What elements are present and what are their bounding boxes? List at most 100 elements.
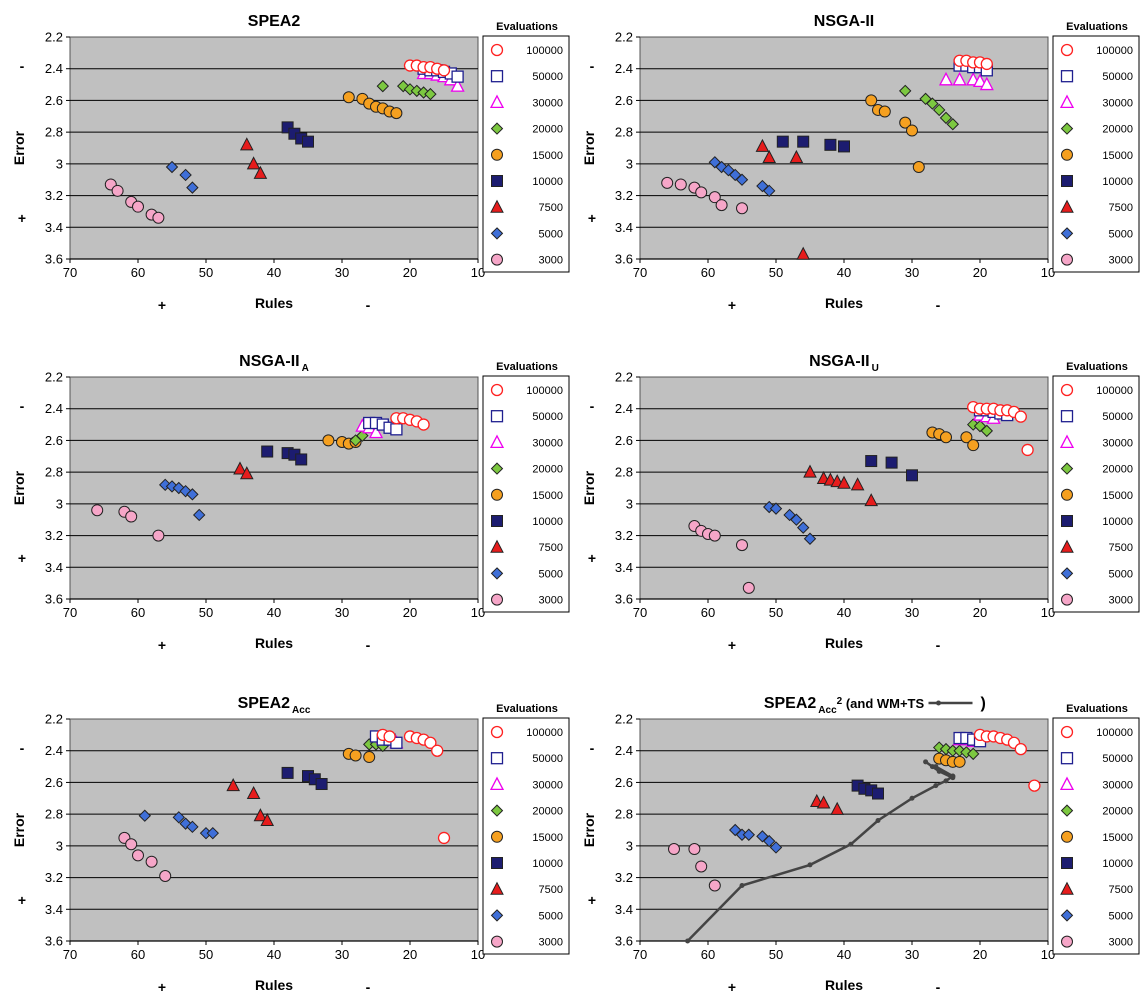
legend-label-20000: 20000	[1102, 124, 1133, 136]
legend-title: Evaluations	[1066, 703, 1128, 715]
y-tick-label: 3	[626, 156, 633, 171]
legend-label-100000: 100000	[526, 45, 563, 57]
x-axis-label: Rules	[825, 977, 863, 993]
point-20000	[932, 103, 946, 117]
legend-title: Evaluations	[496, 361, 558, 373]
y-tick-label: 2.8	[45, 807, 63, 822]
point-3000	[715, 199, 728, 212]
x-tick-label: 10	[1041, 265, 1055, 280]
x-sign-left: +	[158, 637, 166, 653]
y-tick-label: 2.2	[45, 370, 63, 385]
point-100000	[1028, 779, 1041, 792]
point-5000	[769, 502, 783, 515]
legend-marker-100000	[1060, 725, 1074, 739]
y-tick-label: 3.4	[45, 220, 63, 235]
x-tick-label: 20	[403, 605, 417, 620]
legend-label-30000: 30000	[532, 437, 563, 449]
legend-marker-5000	[490, 567, 504, 580]
legend-label-5000: 5000	[539, 228, 563, 240]
legend-label-7500: 7500	[539, 884, 563, 896]
legend-label-5000: 5000	[1109, 228, 1133, 240]
y-axis-label: Error	[11, 130, 27, 165]
x-tick-label: 70	[633, 265, 647, 280]
legend-label-100000: 100000	[1096, 385, 1133, 397]
x-tick-label: 50	[769, 947, 783, 962]
legend-label-20000: 20000	[1102, 806, 1133, 818]
x-tick-label: 30	[335, 605, 349, 620]
y-tick-label: 3	[56, 838, 63, 853]
y-sign-bottom: +	[18, 550, 26, 566]
legend-label-3000: 3000	[1109, 595, 1133, 607]
y-tick-label: 3.4	[45, 902, 63, 917]
point-7500	[253, 808, 268, 822]
legend-label-50000: 50000	[532, 71, 563, 83]
y-tick-label: 2.8	[615, 125, 633, 140]
point-100000	[1014, 742, 1027, 756]
legend-marker-7500	[1060, 539, 1074, 553]
legend-marker-3000	[1061, 593, 1073, 606]
legend-label-20000: 20000	[1102, 464, 1133, 476]
point-3000	[159, 869, 172, 882]
x-tick-label: 70	[633, 605, 647, 620]
point-3000	[688, 843, 701, 856]
x-sign-right: -	[366, 637, 371, 653]
y-tick-label: 3.2	[615, 188, 633, 203]
x-axis-label: Rules	[825, 295, 863, 311]
point-7500	[246, 785, 261, 800]
y-axis-label: Error	[11, 470, 27, 505]
point-10000	[885, 456, 898, 469]
point-10000	[281, 121, 294, 134]
y-tick-label: 3.4	[615, 902, 633, 917]
legend-marker-15000	[491, 830, 503, 843]
point-15000	[953, 755, 966, 768]
point-3000	[708, 529, 721, 542]
y-tick-label: 3.2	[45, 528, 63, 543]
x-sign-right: -	[366, 297, 371, 313]
legend-marker-15000	[1061, 148, 1073, 161]
y-axis-label: Error	[11, 812, 27, 847]
y-tick-label: 3	[56, 496, 63, 511]
y-sign-top: -	[590, 740, 595, 756]
point-7500	[260, 812, 275, 826]
point-10000	[797, 135, 810, 148]
legend-marker-5000	[1060, 567, 1074, 580]
x-tick-label: 20	[403, 947, 417, 962]
x-tick-label: 40	[837, 947, 851, 962]
x-tick-label: 10	[1041, 605, 1055, 620]
point-7500	[864, 493, 879, 507]
point-3000	[695, 860, 708, 873]
point-10000	[838, 140, 850, 153]
point-3000	[736, 202, 748, 215]
point-7500	[796, 246, 811, 260]
legend-marker-3000	[491, 593, 503, 606]
x-tick-label: 70	[63, 605, 77, 620]
y-tick-label: 2.4	[615, 743, 633, 758]
y-tick-label: 3	[626, 496, 633, 511]
legend-label-10000: 10000	[1102, 176, 1133, 188]
point-5000	[165, 160, 179, 174]
legend-label-30000: 30000	[532, 97, 563, 109]
y-tick-label: 3.6	[45, 592, 63, 607]
point-30000	[938, 71, 954, 86]
point-7500	[239, 466, 254, 480]
point-10000	[906, 469, 918, 482]
x-tick-label: 60	[131, 605, 145, 620]
point-5000	[138, 809, 152, 822]
point-20000	[898, 84, 912, 98]
point-10000	[315, 778, 328, 791]
x-tick-label: 20	[973, 605, 987, 620]
point-100000	[437, 831, 451, 845]
legend-marker-15000	[1061, 488, 1073, 501]
y-tick-label: 2.2	[615, 30, 633, 45]
x-tick-label: 40	[837, 605, 851, 620]
legend-marker-100000	[490, 43, 504, 57]
point-15000	[363, 751, 376, 764]
y-tick-label: 2.6	[615, 433, 633, 448]
legend-marker-20000	[1060, 122, 1074, 135]
x-sign-left: +	[728, 297, 736, 313]
x-tick-label: 60	[701, 947, 715, 962]
y-tick-label: 2.6	[615, 775, 633, 790]
y-sign-bottom: +	[588, 550, 596, 566]
y-sign-bottom: +	[18, 892, 26, 908]
